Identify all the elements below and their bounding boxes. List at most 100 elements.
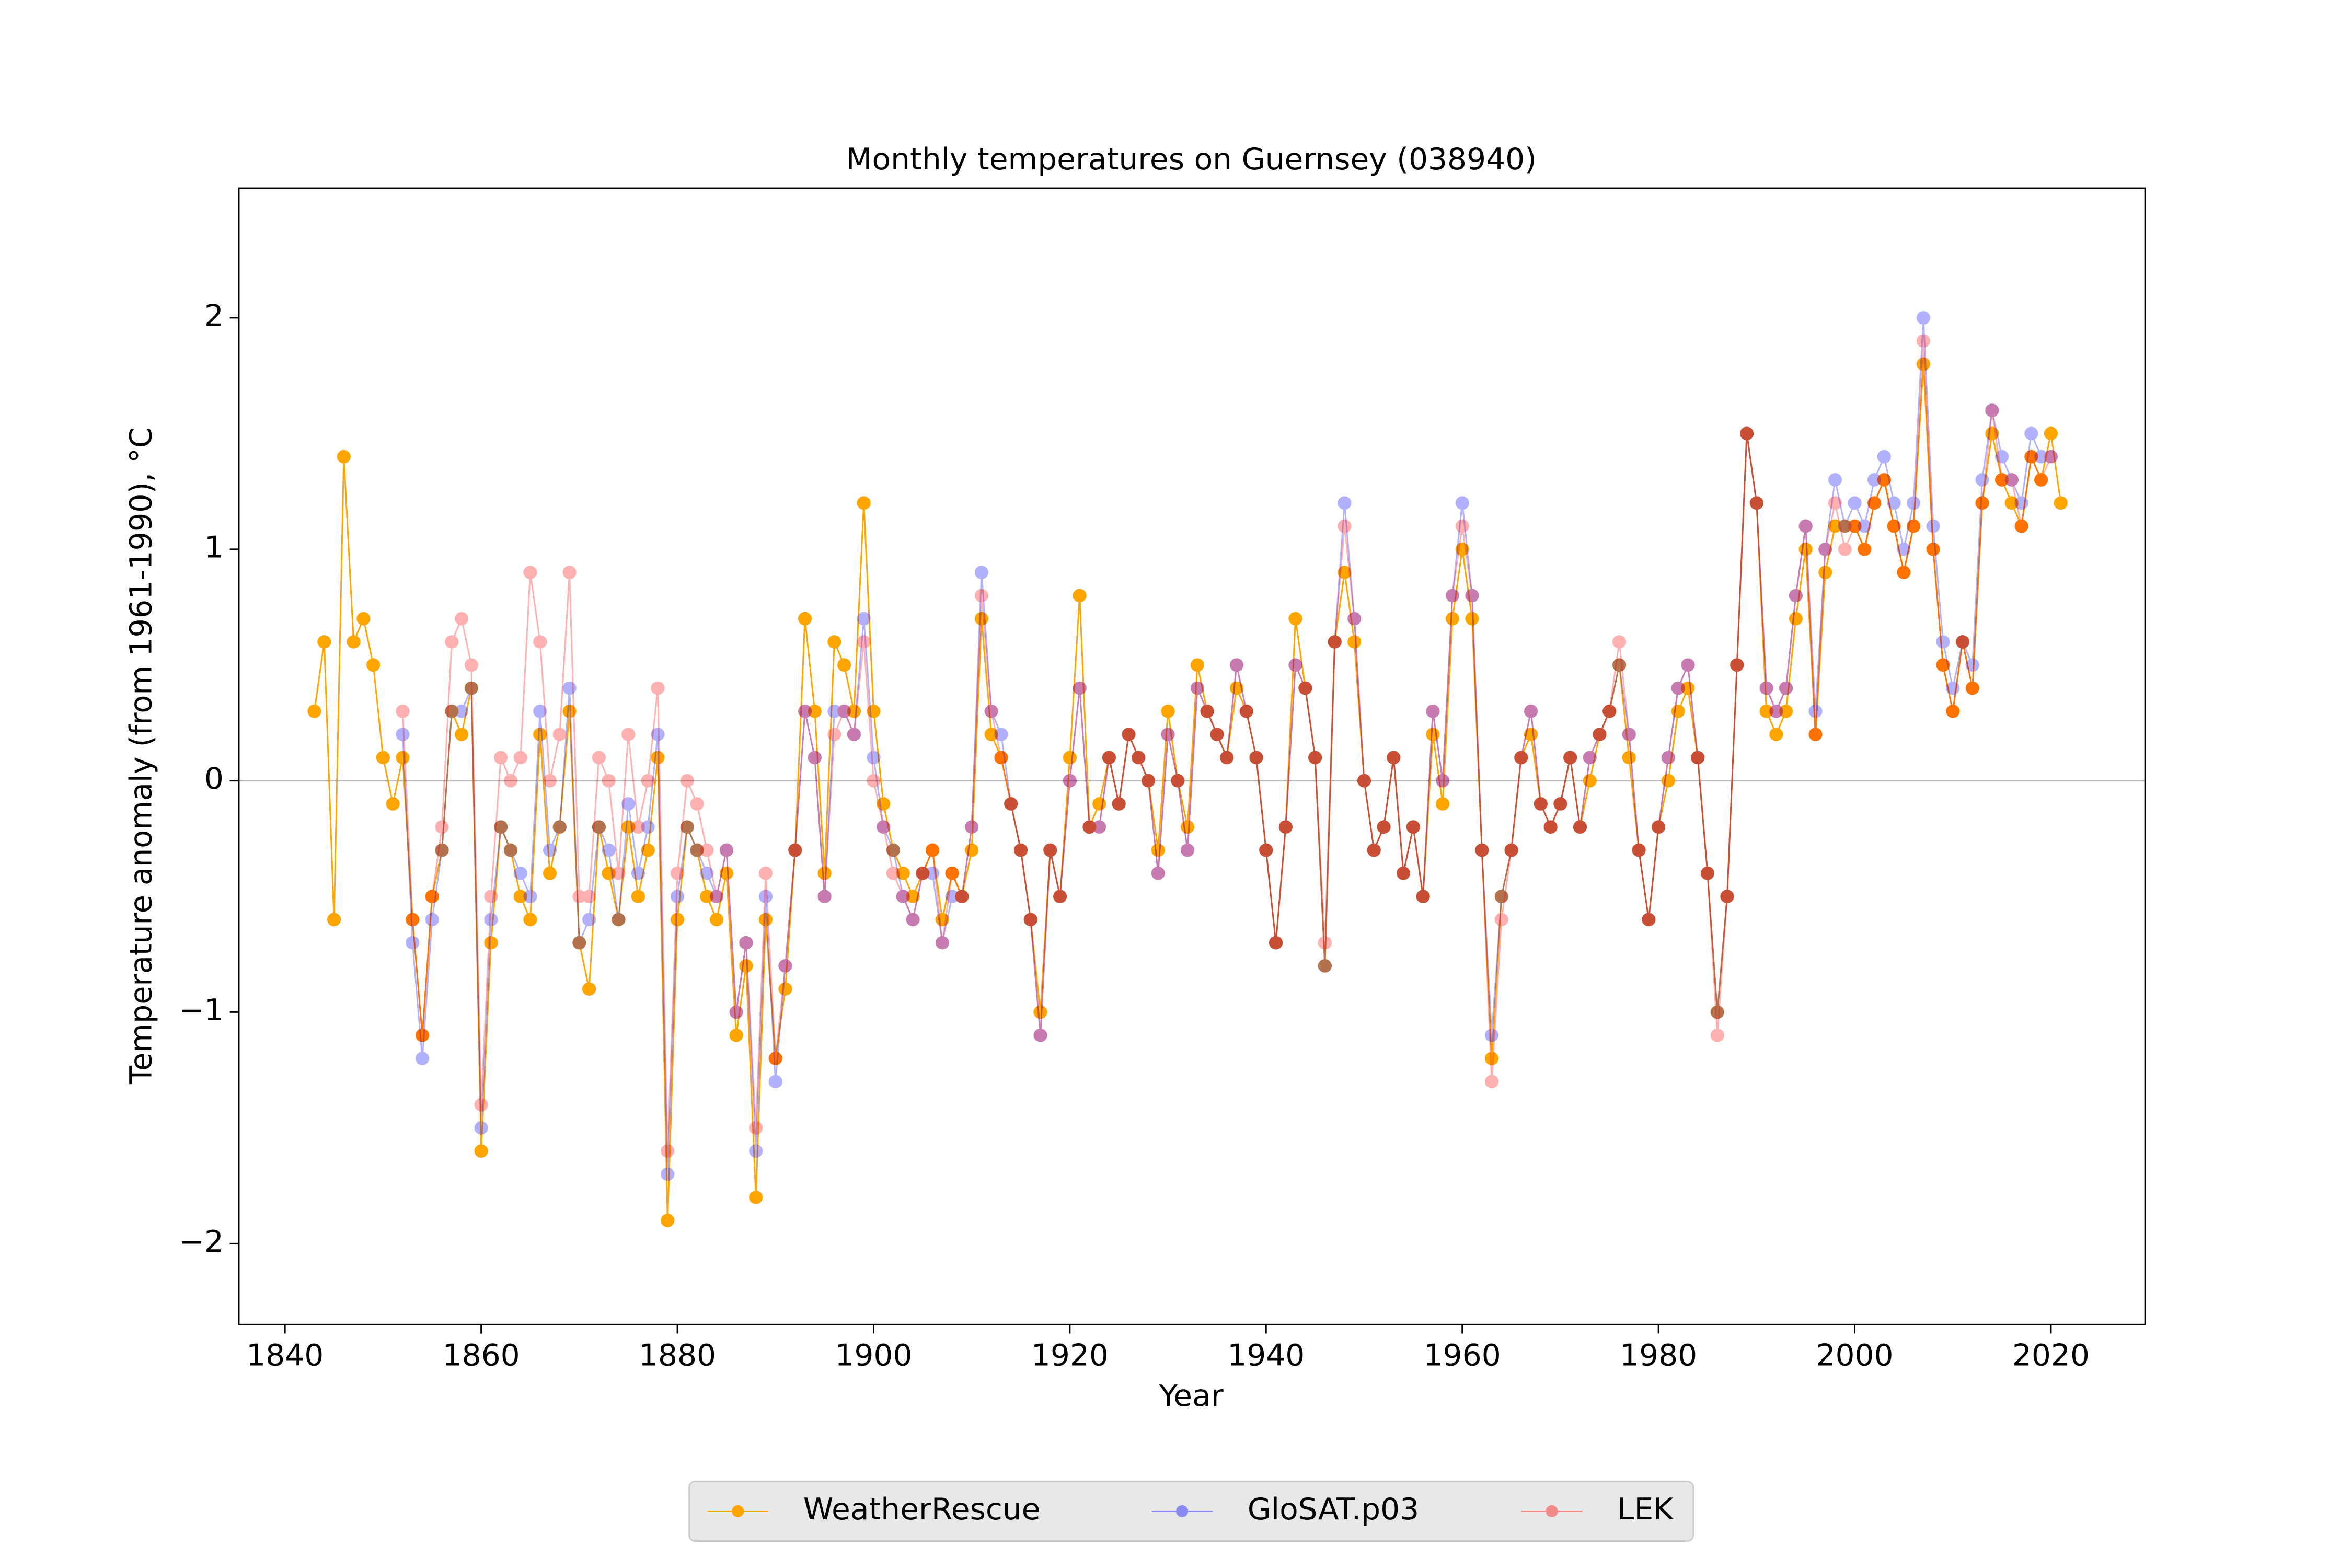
data-point — [1112, 797, 1126, 811]
data-point — [651, 728, 665, 741]
data-point — [523, 566, 537, 579]
data-point — [1573, 820, 1587, 834]
data-point — [1033, 1028, 1047, 1042]
data-point — [1073, 681, 1087, 695]
data-point — [1965, 681, 1979, 695]
data-point — [1406, 820, 1420, 834]
data-point — [1132, 751, 1146, 765]
data-point — [1504, 843, 1518, 857]
data-point — [1867, 496, 1882, 510]
data-point — [1798, 542, 1813, 556]
data-point — [1534, 797, 1548, 811]
data-point — [1710, 1005, 1724, 1019]
data-point — [1475, 843, 1489, 857]
data-point — [317, 635, 331, 649]
data-point — [445, 635, 459, 649]
data-point — [1484, 1028, 1499, 1042]
data-point — [1936, 658, 1950, 672]
data-point — [641, 774, 655, 788]
data-point — [2034, 473, 2048, 487]
data-point — [1112, 797, 1126, 811]
data-point — [1622, 751, 1636, 765]
data-point — [974, 566, 989, 579]
data-point — [1769, 704, 1783, 718]
data-point — [1377, 820, 1391, 834]
data-point — [1955, 635, 1970, 649]
data-point — [758, 866, 773, 880]
data-point — [1867, 473, 1882, 487]
data-point — [857, 635, 871, 649]
data-point — [1897, 542, 1911, 556]
data-point — [641, 820, 655, 834]
data-point — [661, 1214, 675, 1227]
data-point — [1504, 843, 1518, 857]
data-point — [602, 843, 616, 857]
data-point — [1642, 913, 1656, 927]
data-point — [1357, 774, 1371, 788]
data-point — [1053, 890, 1067, 903]
data-point — [749, 1121, 763, 1135]
data-point — [1328, 635, 1342, 649]
data-point — [2034, 449, 2048, 464]
data-point — [484, 890, 498, 903]
data-point — [1494, 890, 1508, 903]
data-point — [710, 890, 724, 903]
y-axis-label: Temperature anomaly (from 1961-1990), °C — [123, 427, 159, 1085]
data-point — [1004, 797, 1018, 811]
data-point — [1985, 426, 1999, 441]
data-point — [1593, 728, 1607, 741]
x-tick-label: 2020 — [2012, 1338, 2090, 1373]
data-point — [1730, 658, 1744, 672]
data-point — [2024, 449, 2038, 464]
data-point — [1494, 890, 1508, 903]
data-point — [749, 1190, 763, 1204]
data-point — [2004, 473, 2019, 487]
data-point — [700, 890, 714, 903]
data-point — [847, 704, 861, 718]
data-point — [1132, 751, 1146, 765]
data-point — [817, 890, 832, 903]
data-point — [1926, 542, 1940, 556]
data-point — [886, 843, 901, 857]
data-point — [680, 820, 694, 834]
data-point — [1200, 704, 1214, 718]
data-point — [533, 635, 547, 649]
data-point — [1239, 704, 1253, 718]
data-point — [916, 866, 930, 880]
data-point — [1612, 635, 1627, 649]
data-point — [916, 866, 930, 880]
data-point — [1406, 820, 1420, 834]
data-point — [1013, 843, 1028, 857]
data-point — [1583, 774, 1597, 788]
data-point — [2044, 449, 2058, 464]
data-point — [719, 843, 733, 857]
x-tick-label: 1840 — [246, 1338, 324, 1373]
data-point — [837, 704, 851, 718]
data-point — [788, 843, 802, 857]
data-point — [543, 774, 557, 788]
data-point — [1494, 913, 1508, 927]
data-point — [1612, 658, 1627, 672]
data-point — [425, 890, 439, 903]
data-point — [1387, 751, 1401, 765]
data-point — [406, 913, 420, 927]
data-point — [1347, 635, 1362, 649]
data-point — [1720, 890, 1734, 903]
data-point — [1338, 496, 1352, 510]
data-point — [729, 1005, 743, 1019]
data-point — [1798, 519, 1813, 533]
data-point — [1622, 728, 1636, 741]
data-point — [1700, 866, 1715, 880]
data-point — [1210, 728, 1224, 741]
data-point — [1161, 728, 1175, 741]
data-point — [1975, 496, 1989, 510]
data-point — [729, 1005, 743, 1019]
data-point — [749, 1144, 763, 1158]
data-point — [1328, 635, 1342, 649]
data-point — [631, 890, 645, 903]
data-point — [1269, 936, 1283, 950]
data-point — [1936, 635, 1950, 649]
data-point — [474, 1098, 488, 1112]
data-point — [552, 820, 567, 834]
